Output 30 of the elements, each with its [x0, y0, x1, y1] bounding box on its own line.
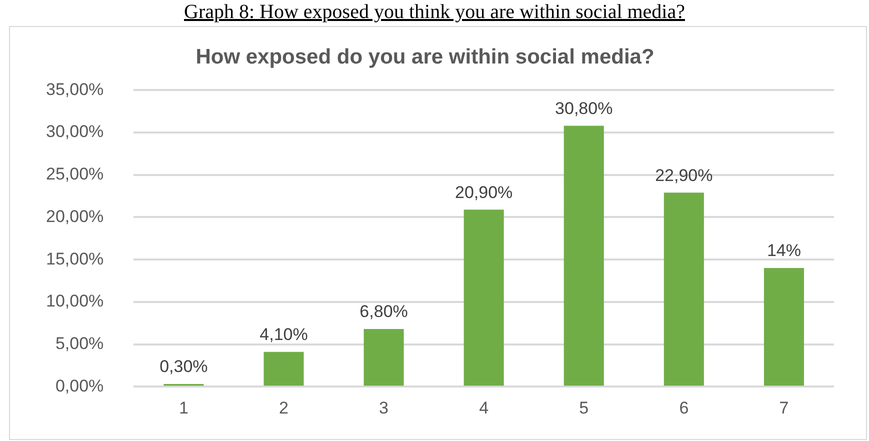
x-tick-label: 4	[479, 398, 489, 418]
data-label: 0,30%	[160, 357, 208, 376]
y-tick-label: 5,00%	[55, 334, 104, 353]
bar	[764, 268, 804, 386]
bar	[664, 192, 704, 386]
x-tick-label: 5	[579, 398, 589, 418]
y-tick-label: 30,00%	[46, 122, 104, 142]
caption: Graph 8: How exposed you think you are within social media?	[183, 0, 686, 24]
data-label: 20,90%	[454, 182, 513, 202]
data-label: 22,90%	[655, 166, 713, 185]
bar	[564, 126, 604, 386]
data-label: 4,10%	[260, 325, 308, 344]
x-tick-label: 3	[379, 398, 389, 418]
chart-title: How exposed do you are within social media?	[196, 45, 654, 68]
y-tick-label: 0,00%	[55, 376, 104, 396]
y-tick-label: 15,00%	[46, 249, 104, 268]
bar	[364, 329, 404, 386]
y-tick-label: 35,00%	[46, 80, 104, 99]
x-tick-label: 1	[178, 398, 188, 418]
y-tick-label: 25,00%	[46, 164, 104, 184]
x-tick-label: 7	[779, 398, 789, 418]
y-tick-label: 10,00%	[46, 292, 104, 311]
bar	[264, 352, 304, 386]
y-tick-label: 20,00%	[46, 206, 104, 226]
x-tick-label: 6	[679, 398, 689, 418]
bar	[464, 210, 504, 386]
data-label: 14%	[766, 241, 801, 260]
data-label: 6,80%	[360, 302, 408, 322]
data-label: 30,80%	[555, 98, 613, 118]
x-tick-label: 2	[278, 398, 288, 418]
